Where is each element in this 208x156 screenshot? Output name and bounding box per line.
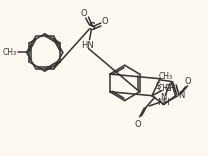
Text: O: O [102, 17, 108, 26]
Text: NH: NH [157, 98, 170, 107]
Text: N: N [178, 91, 185, 100]
Text: CH₃: CH₃ [164, 84, 178, 93]
Text: HN: HN [81, 41, 94, 50]
Text: CH₃: CH₃ [3, 48, 17, 57]
Text: O: O [134, 120, 141, 129]
Text: CH₃: CH₃ [158, 72, 172, 81]
Text: O: O [184, 77, 191, 86]
Text: N: N [161, 93, 167, 102]
Text: S: S [156, 82, 161, 91]
Text: O: O [80, 9, 87, 18]
Text: CH₃: CH₃ [158, 84, 172, 93]
Text: S: S [88, 22, 95, 32]
